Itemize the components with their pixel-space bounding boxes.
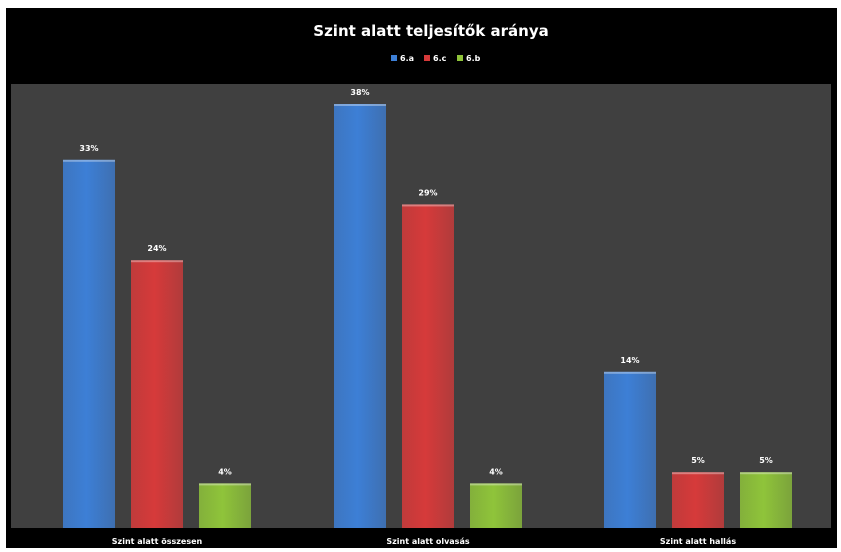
bar-highlight [672,472,724,475]
data-label: 5% [691,456,705,465]
legend-swatch [457,55,463,61]
bar-6.b-3 [740,472,792,528]
bar-6.b-1 [199,483,251,528]
bar-highlight [131,260,183,263]
data-label: 5% [759,456,773,465]
bar-6.a-2 [334,104,386,528]
data-label: 29% [418,188,437,197]
chart-frame: Szint alatt teljesítők aránya 6.a 6.c 6.b … [6,8,837,548]
bar-highlight [604,371,656,374]
bar-6.a-3 [604,371,656,528]
bar-highlight [402,204,454,207]
bar-highlight [740,472,792,475]
category-labels: Szint alatt összesen Szint alatt olvasás S… [112,537,737,546]
bar-highlight [334,104,386,106]
legend-swatch [391,55,397,61]
bar-highlight [199,483,251,486]
bar-6.a-1 [63,159,115,528]
category-label: Szint alatt összesen [112,537,203,546]
data-label: 4% [218,467,232,476]
legend-label: 6.c [433,54,447,63]
bar-6.b-2 [470,483,522,528]
legend-swatch [424,55,430,61]
data-label: 14% [620,356,639,365]
legend-label: 6.a [400,54,414,63]
category-label: Szint alatt olvasás [386,537,469,546]
category-label: Szint alatt hallás [660,537,736,546]
data-label: 24% [147,244,166,253]
legend: 6.a 6.c 6.b [391,54,481,63]
legend-label: 6.b [466,54,481,63]
bar-chart: Szint alatt teljesítők aránya 6.a 6.c 6.b … [6,8,837,548]
bar-6.c-3 [672,472,724,528]
bar-6.c-2 [402,204,454,528]
bars [63,104,792,528]
data-label: 4% [489,467,503,476]
data-label: 33% [79,144,98,153]
bar-6.c-1 [131,260,183,528]
data-label: 38% [350,88,369,97]
data-labels: 33% 24% 4% 38% 29% 4% 14% 5% 5% [79,88,772,476]
bar-highlight [63,159,115,162]
chart-title: Szint alatt teljesítők aránya [313,22,548,40]
bar-highlight [470,483,522,486]
